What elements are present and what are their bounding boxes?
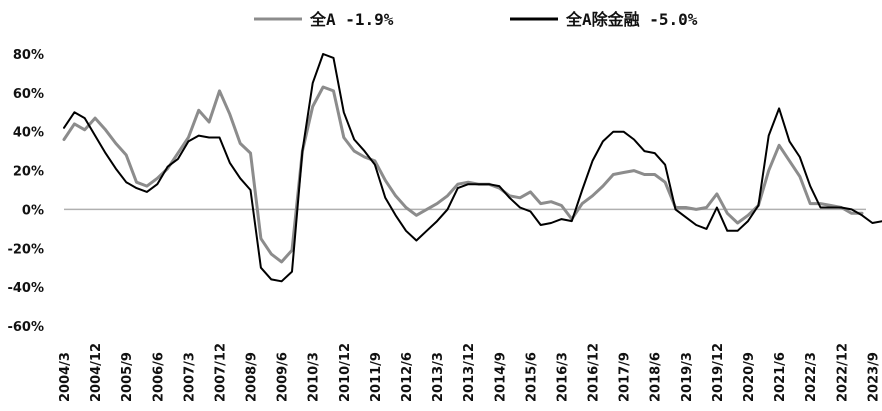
x-tick-label: 2016/3 [555,352,570,402]
y-tick-label: 20% [13,165,44,180]
x-tick-label: 2011/9 [369,352,384,402]
x-tick-label: 2008/9 [245,352,260,402]
x-tick-label: 2019/12 [711,343,726,402]
y-tick-label: 0% [22,203,44,218]
x-tick-label: 2020/9 [742,352,757,402]
x-tick-label: 2014/9 [493,352,508,402]
x-tick-label: 2018/6 [649,352,664,402]
x-tick-label: 2006/6 [151,352,166,402]
x-tick-label: 2012/6 [400,352,415,402]
x-tick-label: 2004/12 [89,343,104,402]
x-axis: 2004/3 2004/12 2005/9 2006/6 2007/3 2007/12 20… [58,343,881,402]
x-tick-label: 2010/3 [307,352,322,402]
x-tick-label: 2005/9 [120,352,135,402]
x-tick-label: 2013/3 [431,352,446,402]
legend-label-all-a: 全A -1.9% [309,10,394,29]
x-tick-label: 2015/6 [524,352,539,402]
x-tick-label: 2009/6 [276,352,291,402]
x-tick-label: 2022/3 [804,352,819,402]
y-tick-label: -60% [7,320,44,335]
x-tick-label: 2007/3 [182,352,197,402]
y-tick-label: 60% [13,87,44,102]
legend: 全A -1.9% 全A除金融 -5.0% [254,10,698,29]
series-line-ex-financial [63,53,882,283]
series-line-all-a [62,85,864,264]
x-tick-label: 2007/12 [213,343,228,402]
x-tick-label: 2004/3 [58,352,73,402]
y-tick-label: -20% [7,242,44,257]
series-lines [62,53,882,283]
x-tick-label: 2017/9 [618,352,633,402]
x-tick-label: 2010/12 [338,343,353,402]
x-tick-label: 2016/12 [587,343,602,402]
x-tick-label: 2019/3 [680,352,695,402]
x-tick-label: 2023/9 [866,352,881,402]
x-tick-label: 2021/6 [773,352,788,402]
y-tick-label: 40% [13,126,44,141]
x-tick-label: 2013/12 [462,343,477,402]
y-tick-label: 80% [13,48,44,63]
legend-label-ex-financial: 全A除金融 -5.0% [565,10,698,29]
x-tick-label: 2022/12 [835,343,850,402]
y-tick-label: -40% [7,281,44,296]
y-axis: 80% 60% 40% 20% 0% -20% -40% -60% [7,48,44,335]
